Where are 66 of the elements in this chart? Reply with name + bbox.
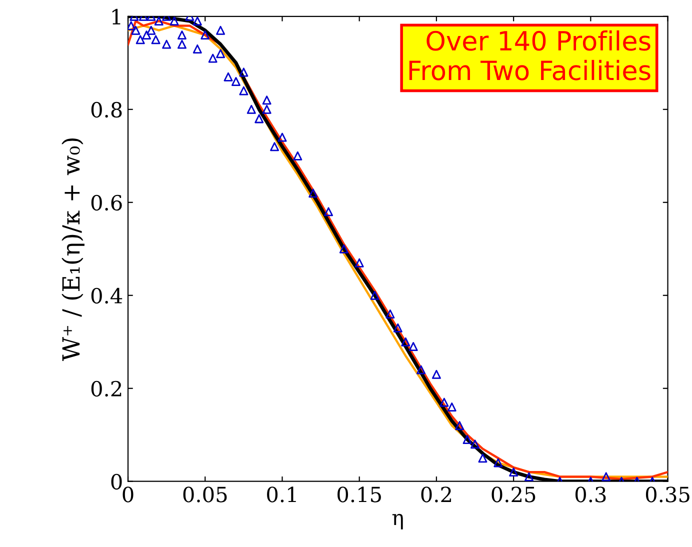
point (386, 309, 395, 318)
point (136, 35, 145, 44)
y-axis-title: W⁺ / (E₁(η)/κ + w₀) (62, 138, 84, 362)
point (440, 398, 449, 407)
point (128, 21, 136, 30)
point (216, 49, 226, 58)
y-tick-label: 0.2 (91, 380, 122, 397)
point (455, 421, 464, 430)
point (509, 468, 518, 477)
point (262, 104, 272, 114)
x-tick-label: 0 (122, 486, 134, 502)
x-axis-title: η (392, 514, 403, 530)
point (339, 244, 348, 254)
point (200, 30, 210, 40)
point (308, 188, 318, 198)
x-tick-label: 0.3 (575, 486, 606, 502)
point (154, 16, 164, 26)
point (224, 72, 233, 82)
point (416, 365, 426, 374)
point (470, 440, 480, 449)
point (494, 458, 503, 468)
point (239, 68, 248, 77)
point (478, 454, 488, 463)
point (177, 40, 186, 49)
point (246, 104, 256, 114)
point (142, 30, 152, 40)
point (354, 258, 364, 268)
point (254, 114, 264, 124)
x-tick-label: 0.25 (492, 486, 536, 502)
point (216, 26, 226, 35)
x-tick-label: 0.35 (646, 486, 690, 502)
point (170, 16, 179, 26)
x-tick-label: 0.05 (183, 486, 227, 502)
point (151, 35, 160, 44)
point (393, 323, 402, 332)
point (162, 40, 172, 49)
point (146, 26, 156, 35)
point (192, 16, 202, 26)
point (262, 96, 272, 105)
point (293, 151, 302, 160)
point (432, 370, 441, 379)
point (270, 142, 280, 152)
point (370, 290, 380, 300)
point (177, 30, 186, 40)
y-tick-label: 1 (112, 8, 120, 24)
y-tick-label: 0.4 (91, 288, 122, 304)
annotation: Over 140 Profiles From Two Facilities (409, 30, 650, 80)
point (408, 342, 418, 352)
y-tick-label: 0.8 (91, 102, 122, 118)
y-tick-label: 0.6 (91, 194, 122, 211)
point (278, 132, 287, 142)
point (131, 26, 140, 35)
point (324, 207, 333, 216)
point (192, 44, 202, 54)
point (602, 472, 611, 482)
point (462, 435, 472, 444)
point (231, 77, 240, 86)
x-tick-label: 0.15 (338, 486, 381, 502)
x-tick-label: 0.1 (267, 486, 296, 502)
point (447, 402, 456, 412)
x-tick-label: 0.2 (421, 486, 451, 502)
point (239, 86, 248, 96)
point (208, 54, 218, 63)
y-tick-label: 0 (111, 474, 122, 490)
point (401, 337, 410, 346)
point (524, 472, 534, 482)
